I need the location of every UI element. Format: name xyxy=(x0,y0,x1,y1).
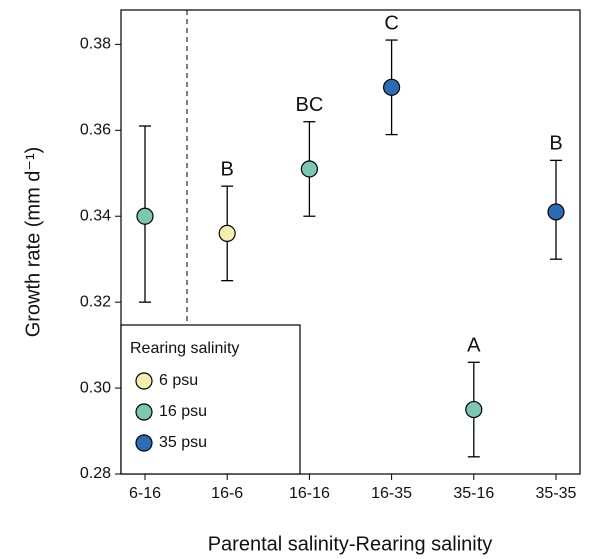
legend-swatch xyxy=(135,372,153,390)
x-tick-label: 6-16 xyxy=(129,485,161,502)
x-tick-label: 16-16 xyxy=(289,485,330,502)
y-tick-label: 0.32 xyxy=(80,293,111,310)
plot-frame xyxy=(120,9,581,475)
legend-swatch xyxy=(135,403,153,421)
significance-letter: BC xyxy=(296,94,324,116)
legend-label: 16 psu xyxy=(159,403,207,420)
point xyxy=(465,400,483,419)
point xyxy=(218,224,236,243)
y-tick-label: 0.28 xyxy=(80,465,111,482)
y-tick-label: 0.36 xyxy=(80,122,111,139)
point xyxy=(136,207,154,225)
significance-letter: A xyxy=(467,335,481,357)
x-tick-label: 16-6 xyxy=(211,485,243,502)
point xyxy=(547,203,565,221)
legend-box xyxy=(120,324,301,475)
point xyxy=(300,160,318,178)
y-tick-label: 0.34 xyxy=(80,207,111,224)
point xyxy=(383,78,401,96)
x-tick-label: 16-35 xyxy=(371,485,412,502)
significance-letter: B xyxy=(221,158,234,180)
x-tick-label: 35-35 xyxy=(536,485,577,502)
x-tick-label: 35-16 xyxy=(453,485,494,502)
legend-swatch xyxy=(135,434,153,452)
y-axis-label: Growth rate (mm d⁻¹) xyxy=(22,147,44,338)
significance-letter: C xyxy=(384,12,398,34)
significance-letter: B xyxy=(549,133,562,155)
legend-label: 35 psu xyxy=(159,434,207,451)
y-tick-label: 0.38 xyxy=(80,36,111,53)
legend-label: 6 psu xyxy=(159,372,198,389)
legend-title: Rearing salinity xyxy=(130,340,239,357)
y-tick-label: 0.30 xyxy=(80,379,111,396)
x-axis-label: Parental salinity-Rearing salinity xyxy=(208,533,493,555)
